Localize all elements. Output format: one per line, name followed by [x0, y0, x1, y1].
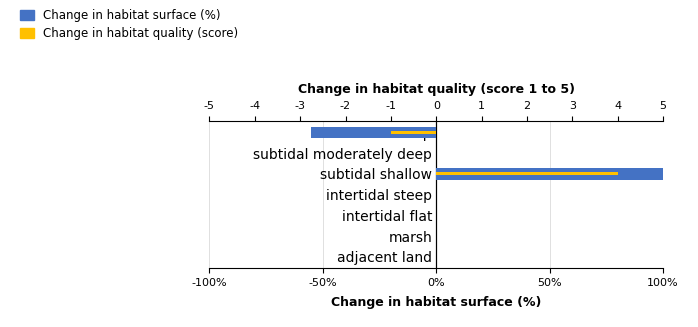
Bar [391, 131, 436, 134]
Legend: Change in habitat surface (%), Change in habitat quality (score): Change in habitat surface (%), Change in… [20, 9, 239, 40]
Bar [436, 168, 663, 180]
Bar [436, 172, 618, 175]
X-axis label: Change in habitat surface (%): Change in habitat surface (%) [331, 296, 542, 309]
Bar [311, 127, 436, 138]
X-axis label: Change in habitat quality (score 1 to 5): Change in habitat quality (score 1 to 5) [298, 83, 574, 96]
